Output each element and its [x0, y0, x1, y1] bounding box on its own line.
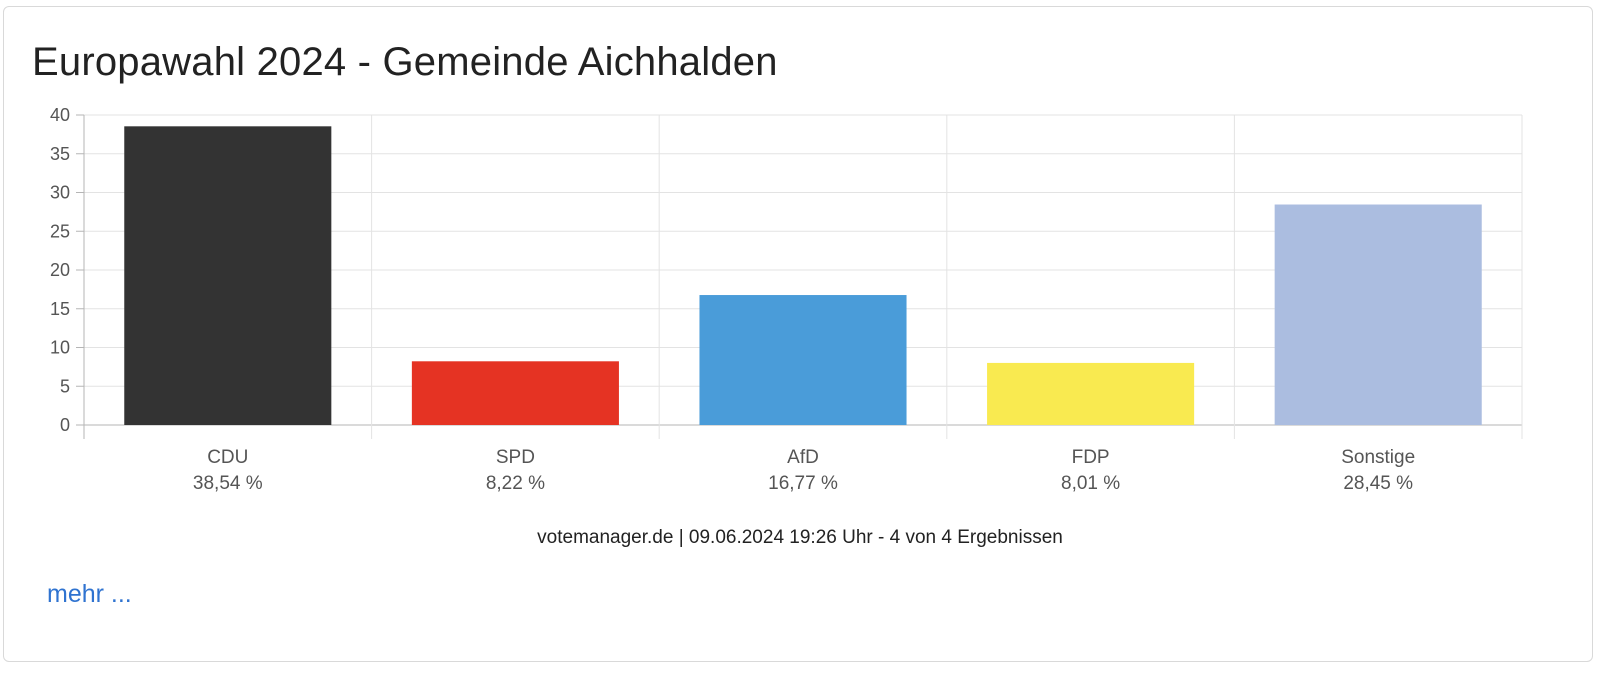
- bar-fdp[interactable]: [987, 362, 1195, 425]
- y-tick-label: 5: [60, 376, 70, 396]
- y-tick-label: 15: [50, 299, 70, 319]
- y-tick-label: 40: [50, 105, 70, 125]
- source-line: votemanager.de | 09.06.2024 19:26 Uhr - …: [537, 527, 1063, 548]
- y-tick-label: 20: [50, 260, 70, 280]
- x-category-label: Sonstige: [1341, 447, 1415, 468]
- y-axis-ticks: 0 5 10 15 20 25 30 35 40: [50, 105, 70, 435]
- x-category-label: AfD: [787, 447, 819, 468]
- chart-bars: [124, 126, 1482, 425]
- x-value-label: 8,22 %: [486, 473, 545, 494]
- x-category-label: FDP: [1072, 447, 1110, 468]
- x-value-label: 16,77 %: [768, 473, 838, 494]
- x-axis-labels: CDU 38,54 % SPD 8,22 % AfD 16,77 % FDP 8,01 % So…: [193, 447, 1415, 494]
- bar-spd[interactable]: [411, 361, 619, 425]
- y-tick-label: 0: [60, 415, 70, 435]
- more-link[interactable]: mehr ...: [47, 580, 132, 608]
- x-value-label: 8,01 %: [1061, 473, 1120, 494]
- x-category-label: CDU: [207, 447, 248, 468]
- bar-cdu[interactable]: [124, 126, 332, 425]
- y-tick-label: 10: [50, 338, 70, 358]
- x-value-label: 28,45 %: [1343, 473, 1413, 494]
- x-value-label: 38,54 %: [193, 473, 263, 494]
- y-tick-label: 25: [50, 221, 70, 241]
- y-tick-label: 30: [50, 183, 70, 203]
- bar-afd[interactable]: [699, 295, 907, 425]
- chart-title: Europawahl 2024 - Gemeinde Aichhalden: [32, 40, 778, 84]
- bar-sonstige[interactable]: [1274, 204, 1482, 425]
- y-tick-label: 35: [50, 144, 70, 164]
- x-category-label: SPD: [496, 447, 535, 468]
